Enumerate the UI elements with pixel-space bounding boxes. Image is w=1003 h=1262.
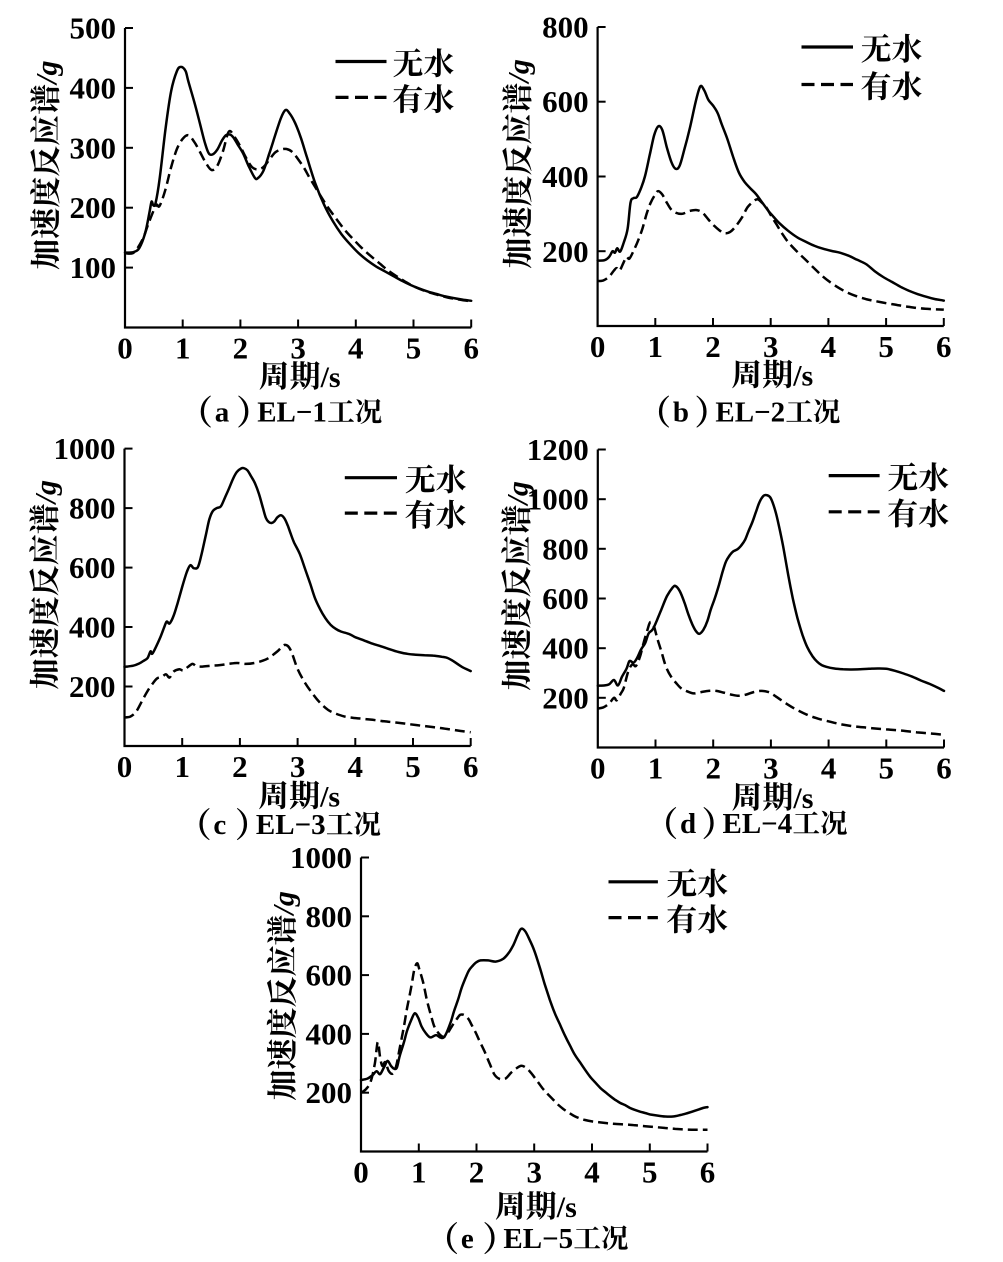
svg-text:/s: /s — [792, 360, 813, 393]
svg-text:5: 5 — [406, 331, 422, 366]
svg-text:400: 400 — [69, 610, 116, 645]
svg-text:2: 2 — [705, 329, 721, 364]
svg-text:b: b — [673, 397, 689, 429]
svg-text:d: d — [680, 808, 696, 840]
svg-text:200: 200 — [69, 669, 116, 704]
svg-text:c: c — [213, 809, 226, 841]
svg-text:6: 6 — [463, 331, 479, 366]
svg-text:1: 1 — [411, 1155, 427, 1190]
svg-text:2: 2 — [233, 331, 249, 366]
svg-text:0: 0 — [117, 331, 133, 366]
svg-text:1: 1 — [648, 751, 664, 786]
svg-text:/s: /s — [319, 781, 340, 814]
svg-text:/s: /s — [320, 361, 341, 394]
svg-text:0: 0 — [353, 1155, 369, 1190]
svg-text:4: 4 — [821, 329, 837, 364]
svg-text:1: 1 — [174, 749, 190, 784]
svg-text:/g: /g — [502, 481, 535, 506]
svg-text:0: 0 — [590, 329, 606, 364]
svg-text:200: 200 — [542, 234, 589, 269]
svg-text:3: 3 — [763, 329, 779, 364]
svg-text:5: 5 — [878, 329, 894, 364]
svg-text:0: 0 — [117, 749, 133, 784]
svg-text:600: 600 — [542, 84, 589, 119]
svg-text:1: 1 — [648, 329, 664, 364]
svg-text:4: 4 — [584, 1155, 600, 1190]
svg-text:5: 5 — [642, 1155, 658, 1190]
svg-text:800: 800 — [69, 491, 116, 526]
svg-text:200: 200 — [306, 1075, 353, 1110]
svg-text:/g: /g — [267, 891, 300, 916]
svg-text:2: 2 — [469, 1155, 485, 1190]
svg-text:EL−1: EL−1 — [257, 397, 327, 429]
svg-text:400: 400 — [306, 1016, 353, 1051]
svg-text:6: 6 — [936, 329, 952, 364]
svg-text:400: 400 — [70, 70, 117, 105]
svg-text:800: 800 — [542, 531, 589, 566]
svg-text:6: 6 — [936, 751, 952, 786]
svg-text:EL−4: EL−4 — [723, 808, 793, 840]
svg-text:800: 800 — [306, 899, 353, 934]
svg-text:2: 2 — [232, 749, 248, 784]
svg-text:200: 200 — [542, 680, 589, 715]
svg-text:800: 800 — [542, 10, 589, 45]
svg-text:0: 0 — [590, 751, 606, 786]
svg-text:/g: /g — [30, 480, 63, 505]
svg-text:1000: 1000 — [290, 840, 352, 875]
svg-text:400: 400 — [542, 159, 589, 194]
svg-text:EL−5: EL−5 — [503, 1223, 573, 1255]
svg-text:a: a — [215, 397, 230, 429]
svg-text:200: 200 — [70, 190, 117, 225]
svg-text:1000: 1000 — [527, 482, 589, 517]
svg-text:/g: /g — [31, 60, 64, 85]
svg-text:100: 100 — [70, 250, 117, 285]
svg-text:4: 4 — [348, 331, 364, 366]
svg-text:300: 300 — [70, 130, 117, 165]
svg-text:6: 6 — [700, 1155, 716, 1190]
svg-text:6: 6 — [463, 749, 479, 784]
svg-text:1000: 1000 — [54, 431, 116, 466]
svg-text:4: 4 — [348, 749, 364, 784]
svg-text:4: 4 — [821, 751, 837, 786]
svg-text:EL−2: EL−2 — [715, 397, 785, 429]
svg-text:3: 3 — [290, 331, 306, 366]
svg-text:3: 3 — [763, 751, 779, 786]
svg-text:/s: /s — [556, 1191, 577, 1224]
svg-text:/s: /s — [792, 782, 813, 815]
svg-text:500: 500 — [70, 11, 117, 46]
svg-text:/g: /g — [503, 59, 536, 84]
svg-text:400: 400 — [542, 631, 589, 666]
svg-text:1200: 1200 — [527, 432, 589, 467]
svg-text:2: 2 — [705, 751, 721, 786]
svg-text:600: 600 — [69, 550, 116, 585]
svg-text:600: 600 — [542, 581, 589, 616]
svg-text:3: 3 — [526, 1155, 542, 1190]
svg-text:5: 5 — [879, 751, 895, 786]
svg-text:e: e — [461, 1223, 474, 1255]
svg-text:3: 3 — [290, 749, 306, 784]
svg-text:5: 5 — [405, 749, 421, 784]
svg-text:1: 1 — [175, 331, 191, 366]
svg-text:EL−3: EL−3 — [256, 809, 326, 841]
svg-text:600: 600 — [306, 958, 353, 993]
